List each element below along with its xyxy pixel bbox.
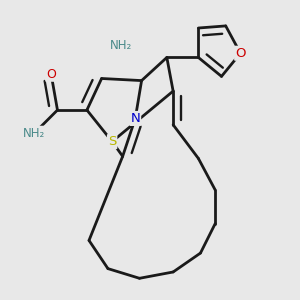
Text: N: N	[130, 112, 140, 125]
Text: NH₂: NH₂	[23, 127, 46, 140]
Text: O: O	[235, 47, 246, 60]
Text: O: O	[46, 68, 56, 81]
Text: NH₂: NH₂	[110, 39, 132, 52]
Text: S: S	[108, 135, 116, 148]
